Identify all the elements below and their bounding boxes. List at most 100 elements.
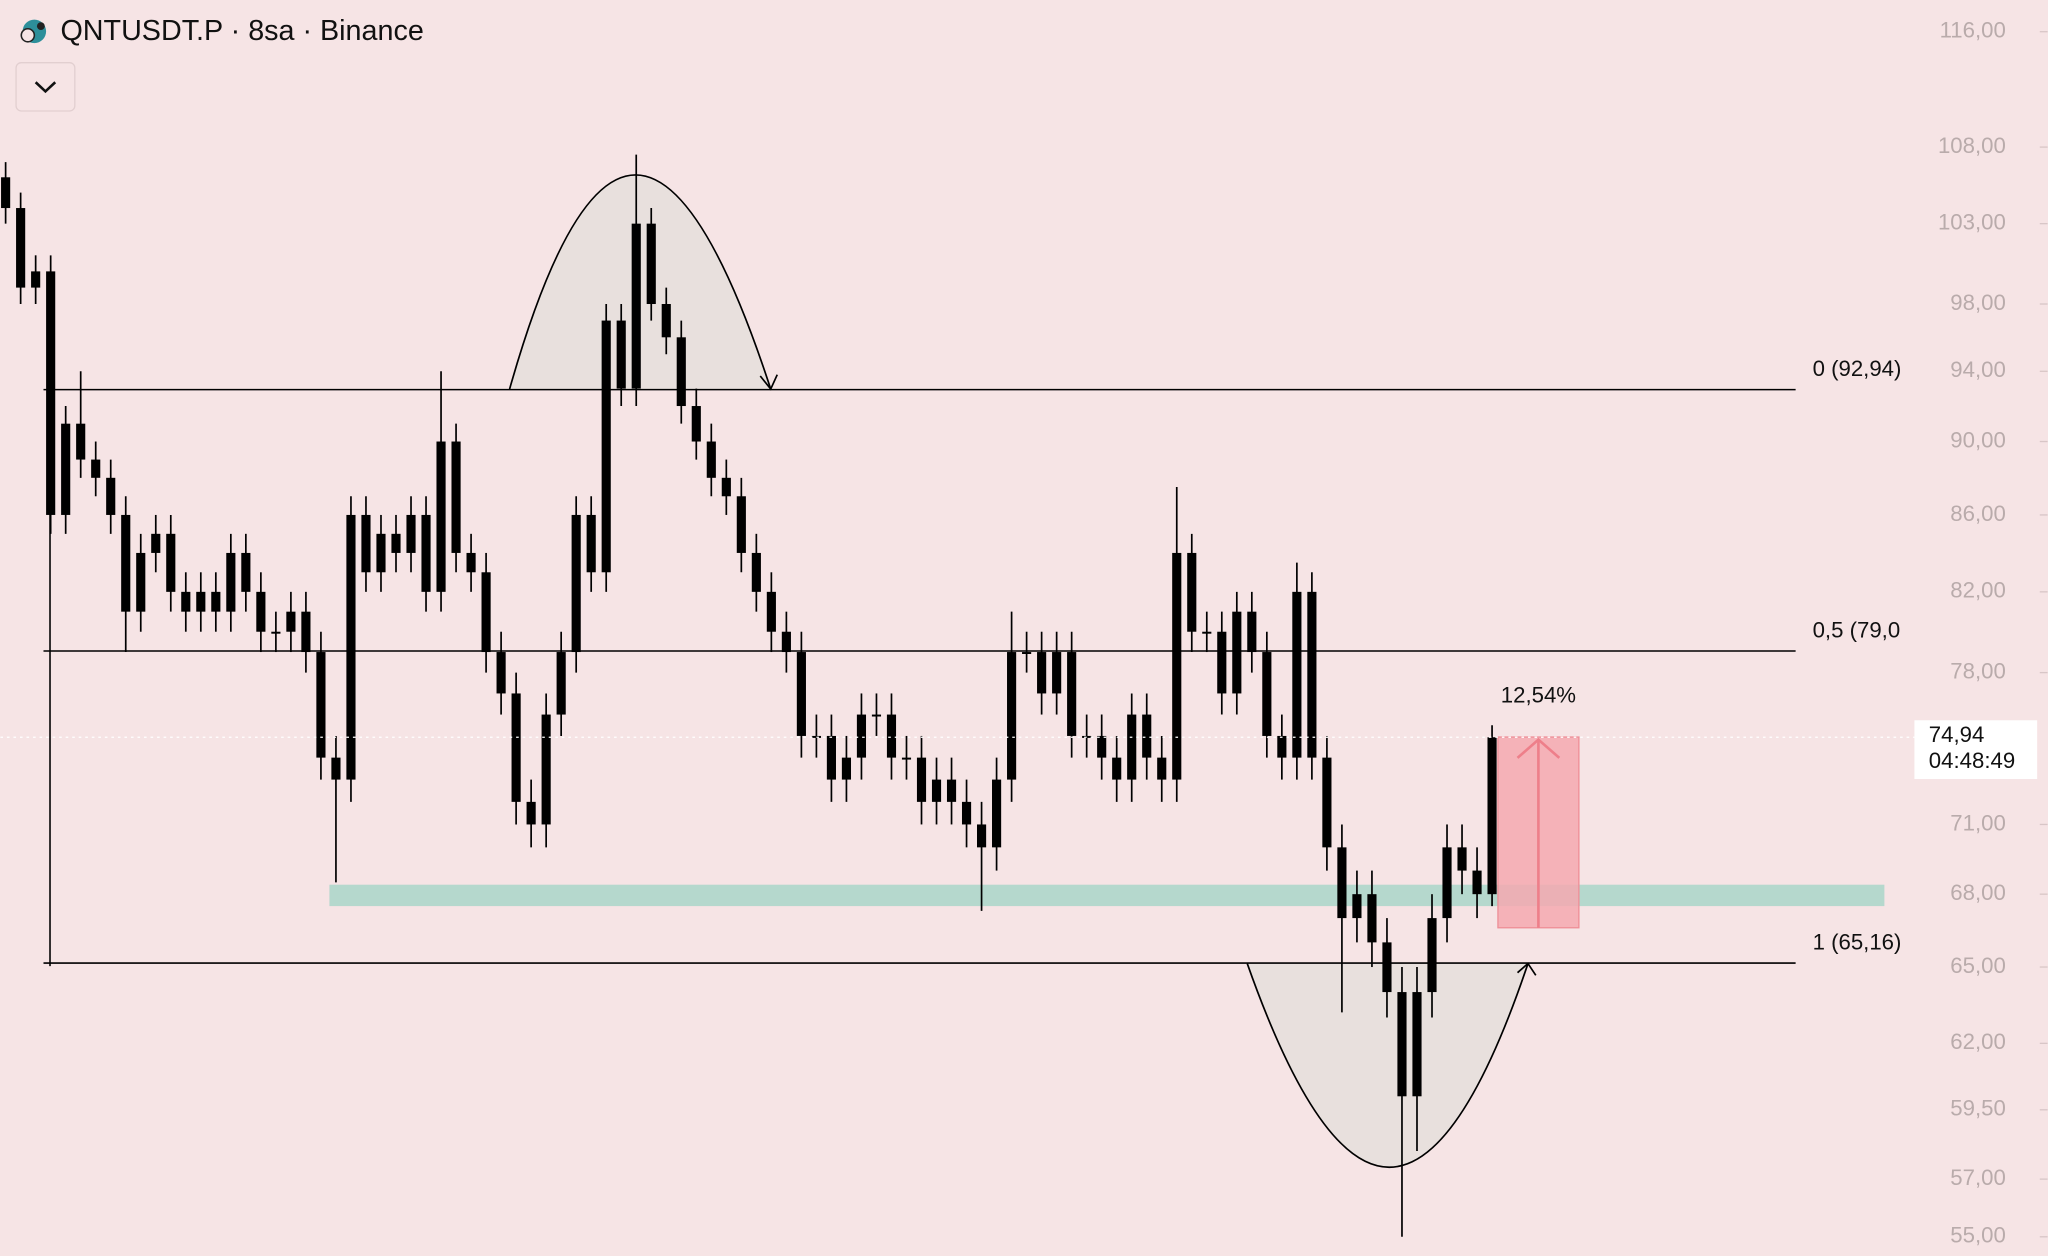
candle-body: [481, 572, 491, 653]
candle-body: [136, 552, 146, 612]
candle-body: [526, 801, 536, 825]
candle-body: [1022, 652, 1032, 654]
candle-body: [1292, 591, 1302, 758]
candle-body: [361, 514, 371, 573]
candle-body: [1067, 652, 1077, 736]
candle-body: [421, 514, 431, 592]
candle-body: [1172, 552, 1182, 780]
levels: 0 (92,94) 0,5 (79,0 1 (65,16): [43, 356, 1902, 964]
candle-body: [256, 591, 266, 632]
candle-body: [316, 652, 326, 758]
level-label: 0,5 (79,0: [1813, 617, 1901, 642]
candle-body: [301, 611, 311, 653]
candle-body: [1277, 735, 1287, 758]
candle-body: [1157, 757, 1167, 780]
y-tick-label: 86,00: [1950, 501, 2006, 526]
zone: [329, 884, 1885, 907]
candle-body: [931, 779, 942, 802]
candle-body: [121, 514, 131, 612]
candle-body: [166, 533, 176, 592]
candle-body: [1232, 611, 1242, 694]
candle-body: [1037, 652, 1047, 694]
candle-body: [46, 271, 56, 515]
candle-body: [16, 208, 26, 288]
candle-body: [901, 757, 912, 760]
candle-body: [61, 423, 71, 515]
candle-body: [271, 631, 281, 634]
candle-body: [106, 477, 116, 515]
candle-body: [886, 714, 897, 758]
level-label: 1 (65,16): [1813, 929, 1902, 954]
candle-body: [751, 552, 761, 592]
candle-body: [541, 714, 551, 825]
candle-body: [706, 441, 716, 478]
candle-body: [1247, 611, 1257, 653]
candle-body: [616, 320, 626, 389]
y-tick-label: 57,00: [1950, 1165, 2006, 1190]
last-price-box: [1914, 720, 2038, 780]
dropdown-button[interactable]: [15, 62, 76, 112]
candle-body: [1217, 631, 1227, 694]
candle-body: [871, 714, 882, 717]
candle-body: [346, 514, 356, 780]
candle-body: [151, 533, 161, 553]
candle-body: [1, 177, 11, 209]
candle-body: [556, 652, 566, 715]
candle-body: [856, 714, 867, 758]
candle-body: [1262, 652, 1272, 736]
candle-body: [466, 552, 476, 573]
candle-body: [1457, 847, 1467, 871]
arc-bottom: [1246, 963, 1529, 1169]
candle-body: [1337, 847, 1347, 919]
candle-body: [91, 459, 101, 478]
candle-body: [1427, 918, 1437, 993]
candle-body: [1052, 652, 1062, 694]
candle-body: [1112, 757, 1122, 780]
candle-body: [976, 824, 987, 848]
candle-body: [916, 757, 927, 802]
symbol-icon: [20, 19, 47, 44]
candle-body: [1202, 631, 1212, 634]
candle-body: [721, 477, 731, 497]
candle-body: [766, 591, 776, 632]
candle-body: [1187, 552, 1197, 632]
candle-body: [1352, 894, 1362, 919]
candle-body: [676, 337, 686, 407]
candle-body: [1382, 942, 1392, 993]
candle-body: [1307, 591, 1317, 758]
candle-body: [841, 757, 852, 780]
y-tick-label: 59,50: [1950, 1096, 2006, 1121]
measure-label: 12,54%: [1501, 682, 1576, 707]
candles: [1, 154, 1497, 1237]
candle-body: [511, 693, 521, 802]
y-tick-label: 78,00: [1950, 658, 2006, 683]
candle-body: [391, 533, 401, 553]
candle-body: [646, 223, 656, 305]
candle-body: [1472, 870, 1482, 895]
candle-body: [331, 757, 341, 780]
candle-body: [586, 514, 596, 573]
chart-title: QNTUSDT.P · 8sa · Binance: [60, 15, 423, 47]
candle-body: [286, 611, 296, 632]
y-tick-label: 62,00: [1950, 1029, 2006, 1054]
candle-body: [992, 779, 1002, 848]
y-tick-label: 68,00: [1950, 880, 2006, 905]
candle-body: [571, 514, 581, 653]
candle-body: [781, 631, 791, 653]
y-tick-label: 71,00: [1950, 810, 2006, 835]
candle-body: [1127, 714, 1137, 780]
y-tick-label: 82,00: [1950, 578, 2006, 603]
y-tick-label: 108,00: [1938, 133, 2006, 158]
y-axis: 116,00 108,00 103,00 98,00 94,00 90,00 86,00 82…: [1938, 18, 2048, 1248]
candle-body: [691, 406, 701, 442]
y-tick-label: 90,00: [1950, 427, 2006, 452]
candle-body: [661, 304, 671, 338]
candle-body: [1397, 992, 1407, 1097]
y-tick-label: 94,00: [1950, 357, 2006, 382]
candle-body: [1322, 757, 1332, 848]
candle-body: [796, 652, 806, 736]
measure-arrow-head: [1516, 737, 1561, 759]
